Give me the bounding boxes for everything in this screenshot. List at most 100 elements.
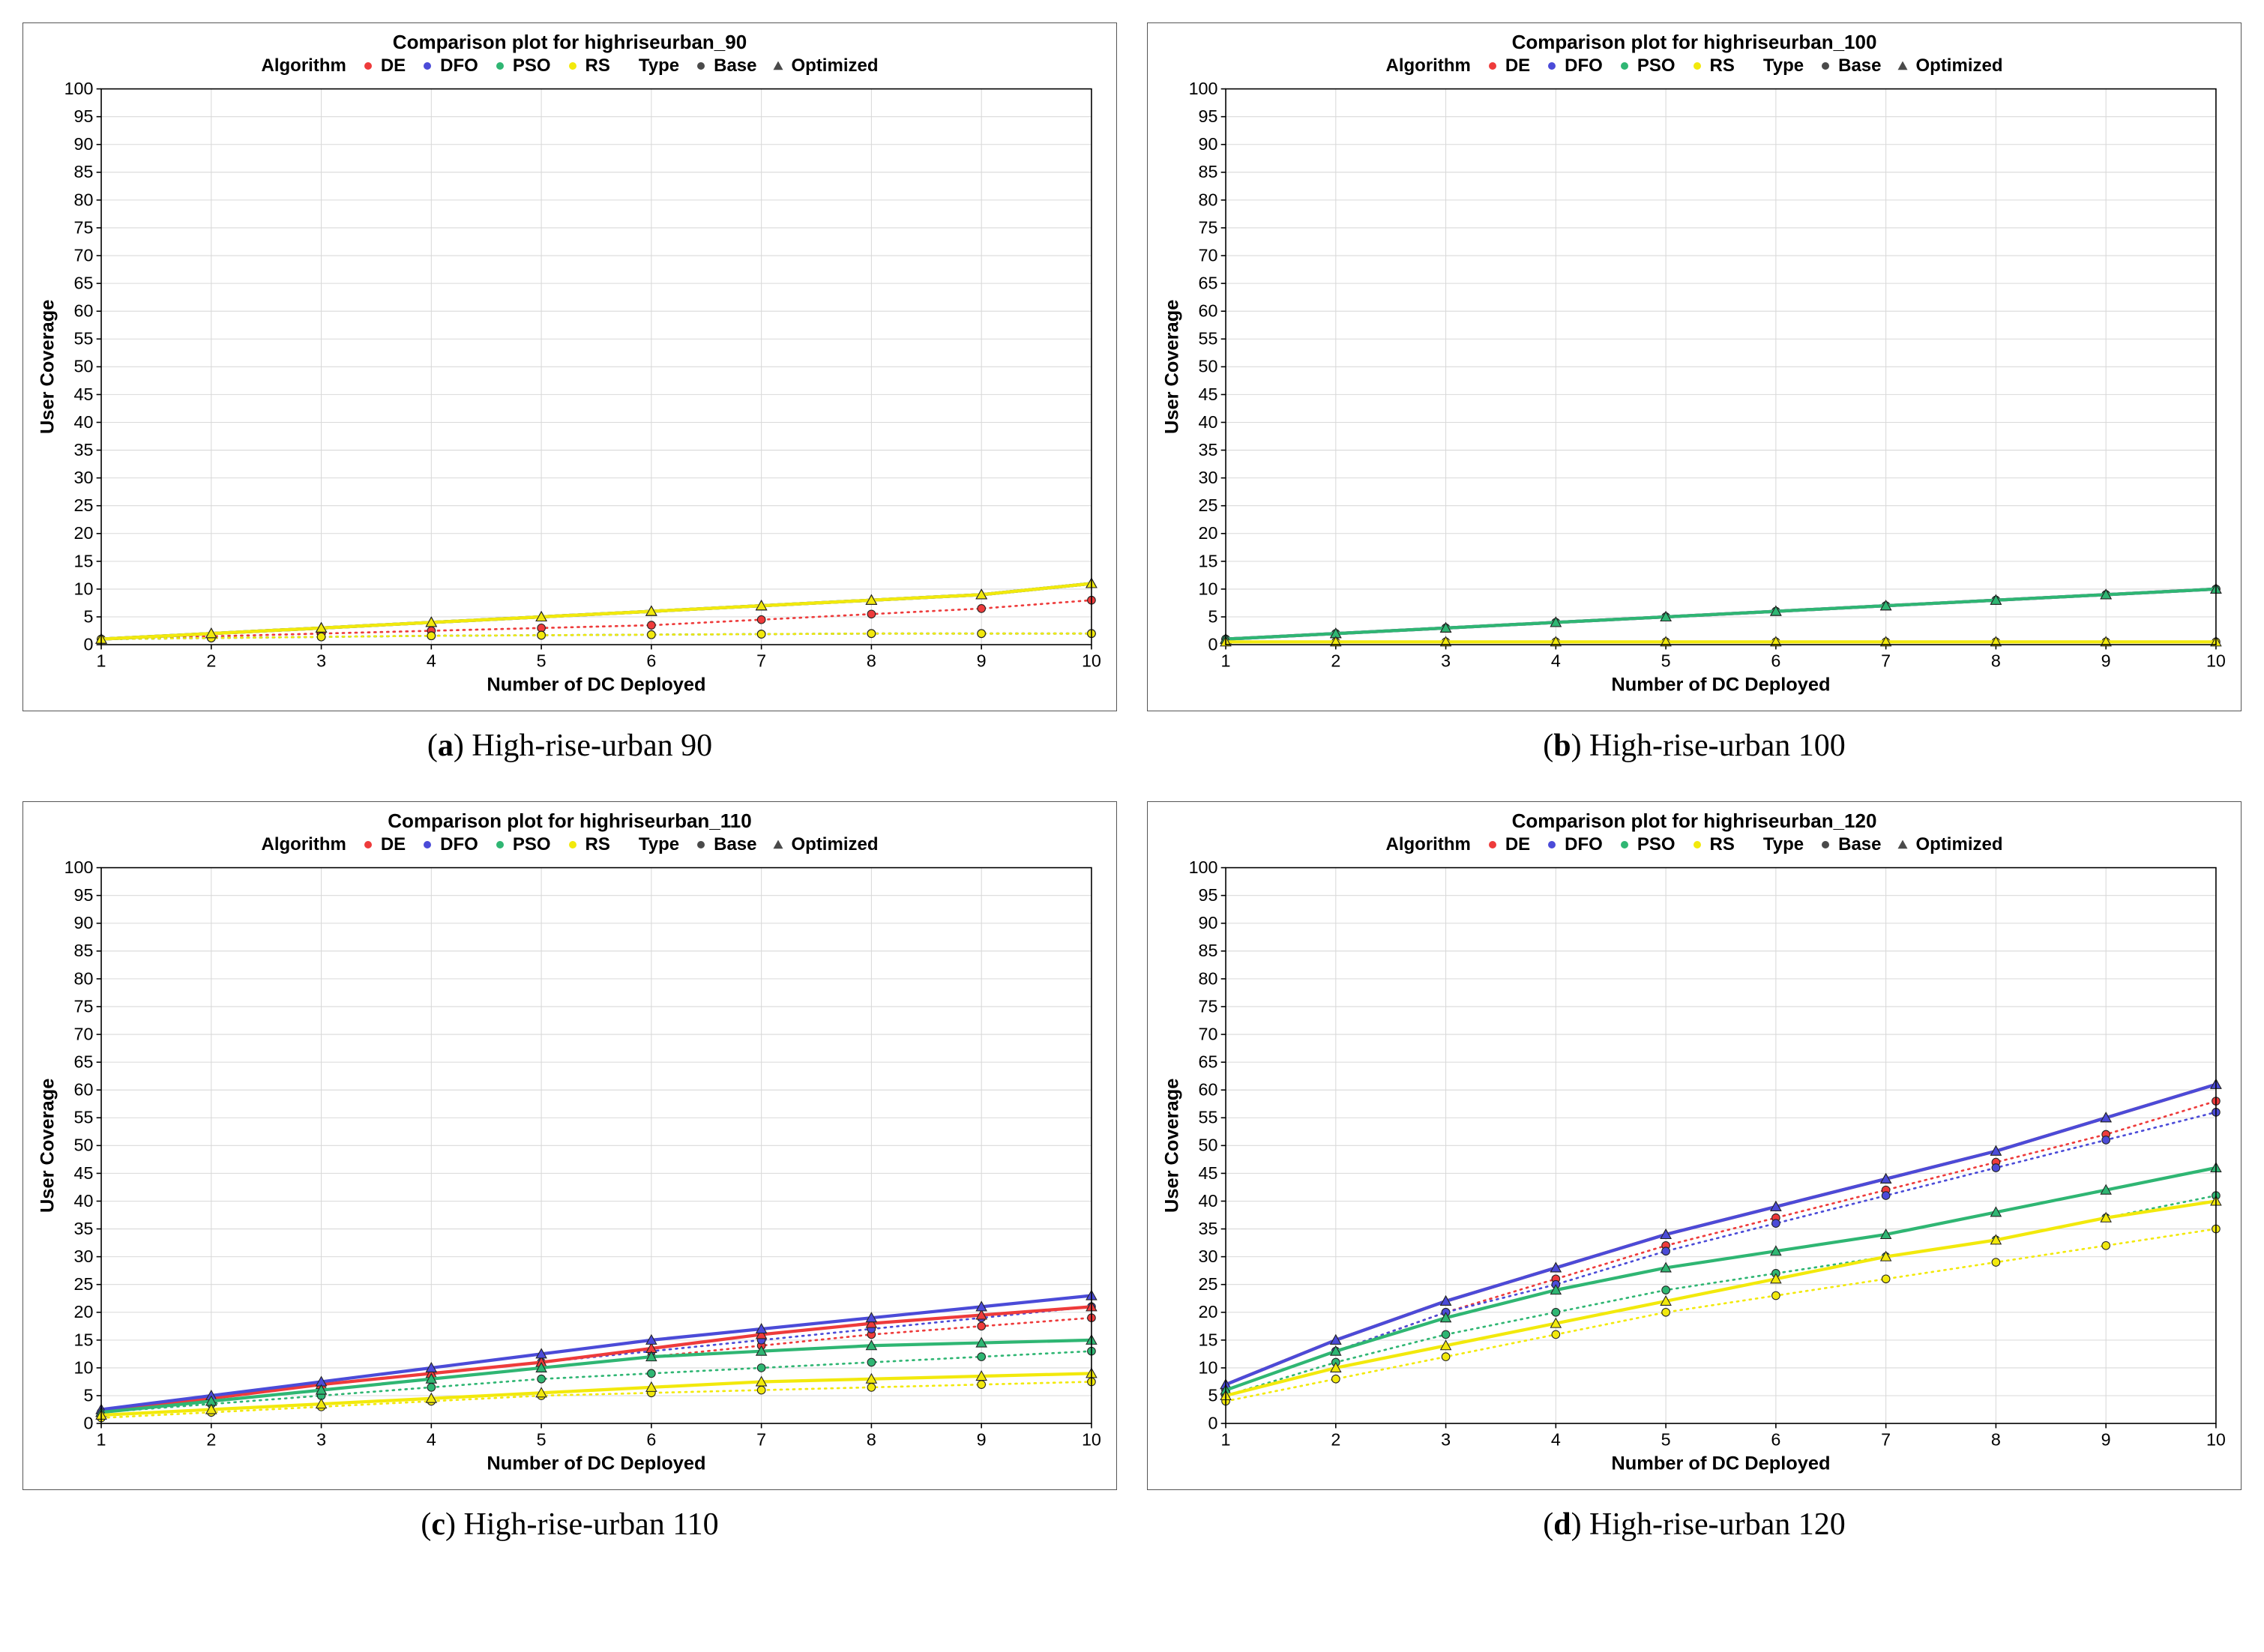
x-tick-label: 8	[867, 651, 876, 671]
y-tick-label: 40	[74, 1191, 94, 1211]
y-tick-label: 20	[74, 523, 94, 543]
x-axis-label: Number of DC Deployed	[1611, 1453, 1830, 1474]
y-tick-label: 30	[1199, 1246, 1218, 1266]
legend-swatch	[1484, 61, 1501, 70]
y-tick-label: 80	[1199, 969, 1218, 989]
y-axis-label: User Coverage	[1161, 1079, 1182, 1213]
legend-text: DFO	[1565, 834, 1603, 855]
legend-item-Optimized: Optimized	[1894, 834, 2002, 855]
chart-legend: AlgorithmDEDFOPSORSTypeBaseOptimized	[34, 55, 1106, 76]
legend-text: DE	[381, 55, 406, 76]
y-tick-label: 75	[1199, 217, 1218, 237]
y-axis-label: User Coverage	[37, 300, 58, 434]
x-tick-label: 7	[756, 651, 766, 671]
legend-label-type: Type	[1763, 834, 1804, 855]
legend-swatch	[693, 61, 709, 70]
x-tick-label: 9	[977, 651, 987, 671]
x-tick-label: 1	[97, 1430, 106, 1450]
y-tick-label: 65	[1199, 274, 1218, 293]
legend-swatch	[1544, 61, 1560, 70]
y-tick-label: 100	[64, 81, 94, 98]
x-tick-label: 4	[1551, 651, 1561, 671]
x-tick-label: 2	[1331, 651, 1340, 671]
legend-text: DE	[1505, 834, 1530, 855]
legend-text: RS	[1710, 55, 1735, 76]
x-tick-label: 6	[1771, 1430, 1780, 1450]
legend-item-Optimized: Optimized	[1894, 55, 2002, 76]
y-tick-label: 85	[1199, 941, 1218, 960]
legend-text: RS	[1710, 834, 1735, 855]
y-tick-label: 80	[74, 969, 94, 989]
y-tick-label: 95	[1199, 885, 1218, 905]
y-tick-label: 30	[74, 1246, 94, 1266]
x-tick-label: 7	[1881, 1430, 1891, 1450]
chart-svg: 0510152025303540455055606570758085909510…	[1158, 860, 2230, 1479]
legend-swatch	[565, 61, 581, 70]
legend-item-DE: DE	[360, 834, 406, 855]
y-tick-label: 0	[1208, 1414, 1217, 1433]
legend-label-type: Type	[639, 834, 679, 855]
y-tick-label: 10	[74, 1358, 94, 1378]
legend-text: DFO	[440, 834, 478, 855]
y-tick-label: 40	[1199, 1191, 1218, 1211]
y-tick-label: 55	[74, 329, 94, 349]
chart-box: Comparison plot for highriseurban_100Alg…	[1147, 22, 2242, 711]
y-tick-label: 60	[1199, 1080, 1218, 1100]
y-tick-label: 10	[1199, 579, 1218, 598]
legend-text: PSO	[1637, 834, 1676, 855]
legend-label-type: Type	[1763, 55, 1804, 76]
legend-swatch	[360, 61, 376, 70]
y-tick-label: 30	[74, 468, 94, 487]
y-tick-label: 75	[74, 997, 94, 1016]
y-tick-label: 20	[1199, 1302, 1218, 1321]
x-tick-label: 9	[977, 1430, 987, 1450]
y-tick-label: 5	[83, 606, 93, 626]
panel-caption: (c) High-rise-urban 110	[421, 1507, 718, 1543]
x-tick-label: 1	[1221, 1430, 1231, 1450]
chart-box: Comparison plot for highriseurban_110Alg…	[22, 801, 1117, 1490]
y-tick-label: 10	[1199, 1358, 1218, 1378]
x-tick-label: 5	[1661, 651, 1671, 671]
y-tick-label: 70	[74, 1025, 94, 1044]
legend-label-type: Type	[639, 55, 679, 76]
x-tick-label: 9	[2101, 651, 2111, 671]
legend-swatch	[1544, 840, 1560, 849]
y-tick-label: 35	[74, 440, 94, 459]
legend-item-RS: RS	[1689, 834, 1735, 855]
y-tick-label: 45	[1199, 385, 1218, 404]
y-tick-label: 35	[1199, 1219, 1218, 1238]
legend-item-Optimized: Optimized	[770, 834, 878, 855]
y-tick-label: 15	[1199, 551, 1218, 570]
legend-text: Optimized	[1915, 834, 2002, 855]
chart-panel-d: Comparison plot for highriseurban_120Alg…	[1147, 801, 2242, 1543]
x-tick-label: 6	[646, 1430, 656, 1450]
y-tick-label: 65	[1199, 1052, 1218, 1072]
legend-text: DFO	[440, 55, 478, 76]
legend-text: DFO	[1565, 55, 1603, 76]
chart-box: Comparison plot for highriseurban_90Algo…	[22, 22, 1117, 711]
y-axis-label: User Coverage	[1161, 300, 1182, 434]
y-tick-label: 85	[74, 162, 94, 181]
y-tick-label: 60	[1199, 301, 1218, 321]
x-tick-label: 7	[756, 1430, 766, 1450]
chart-panel-c: Comparison plot for highriseurban_110Alg…	[22, 801, 1117, 1543]
chart-grid: Comparison plot for highriseurban_90Algo…	[22, 22, 2242, 1543]
panel-caption: (b) High-rise-urban 100	[1543, 728, 1846, 764]
panel-caption: (a) High-rise-urban 90	[427, 728, 712, 764]
y-tick-label: 65	[74, 1052, 94, 1072]
legend-text: PSO	[1637, 55, 1676, 76]
legend-text: PSO	[513, 834, 551, 855]
y-tick-label: 5	[1208, 1386, 1217, 1405]
y-tick-label: 15	[1199, 1330, 1218, 1349]
y-tick-label: 90	[74, 913, 94, 932]
chart-legend: AlgorithmDEDFOPSORSTypeBaseOptimized	[1158, 55, 2230, 76]
legend-item-Base: Base	[1817, 55, 1881, 76]
y-tick-label: 100	[1189, 81, 1218, 98]
legend-text: Optimized	[791, 55, 878, 76]
y-tick-label: 90	[1199, 134, 1218, 154]
y-tick-label: 55	[1199, 1108, 1218, 1127]
x-tick-label: 4	[427, 651, 436, 671]
chart-box: Comparison plot for highriseurban_120Alg…	[1147, 801, 2242, 1490]
legend-item-RS: RS	[565, 55, 610, 76]
x-tick-label: 8	[867, 1430, 876, 1450]
